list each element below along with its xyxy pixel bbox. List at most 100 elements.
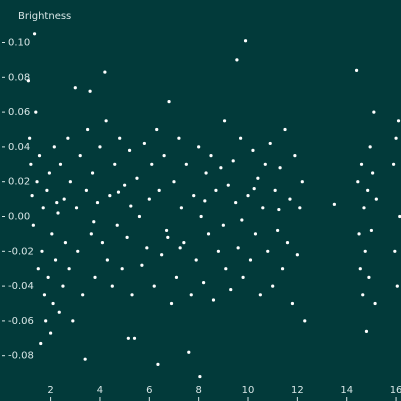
y-tick-label: 0.04	[8, 142, 30, 153]
point	[236, 246, 240, 250]
point	[204, 171, 208, 175]
point	[61, 284, 65, 288]
point	[120, 267, 124, 271]
point	[179, 206, 183, 210]
point	[76, 249, 80, 253]
point	[361, 293, 365, 297]
point	[110, 284, 114, 288]
point	[49, 331, 53, 335]
point	[156, 362, 160, 366]
point	[56, 211, 60, 215]
point	[391, 162, 396, 166]
point	[268, 141, 272, 146]
point	[276, 228, 280, 233]
point	[280, 267, 285, 271]
point	[123, 183, 127, 187]
point	[194, 258, 198, 262]
point	[182, 241, 186, 245]
point	[367, 275, 371, 279]
point	[53, 258, 58, 262]
point	[258, 293, 262, 297]
point	[366, 188, 370, 192]
point	[222, 119, 227, 123]
point	[30, 194, 34, 198]
point	[293, 154, 297, 158]
y-tick-label: 0.08	[8, 72, 30, 83]
point	[36, 267, 40, 271]
point	[332, 202, 336, 206]
point	[132, 336, 137, 340]
point	[115, 223, 119, 227]
point	[40, 249, 44, 253]
point	[354, 68, 359, 72]
point	[219, 166, 223, 170]
x-tick-label: 6	[146, 385, 152, 396]
x-tick-label: 14	[340, 385, 353, 396]
point	[235, 58, 239, 62]
point	[103, 70, 107, 74]
point	[63, 241, 68, 245]
point	[81, 293, 85, 297]
point	[83, 357, 87, 361]
point	[243, 39, 248, 43]
point	[74, 206, 79, 210]
point	[221, 223, 225, 227]
point	[78, 154, 82, 158]
point	[201, 281, 206, 285]
point	[157, 188, 161, 192]
point	[104, 119, 108, 123]
point	[211, 298, 216, 302]
point	[177, 136, 181, 140]
point	[152, 284, 156, 288]
point	[356, 180, 360, 184]
point	[46, 275, 50, 279]
point	[261, 206, 265, 210]
x-tick-label: 10	[242, 385, 255, 396]
point	[231, 159, 235, 163]
point	[105, 258, 109, 262]
point	[32, 32, 37, 36]
point	[92, 220, 96, 224]
point	[50, 232, 54, 236]
point	[278, 166, 282, 170]
point	[150, 162, 154, 166]
point	[253, 232, 258, 236]
point	[31, 223, 35, 227]
point	[84, 188, 88, 192]
point	[283, 127, 287, 132]
point	[372, 110, 376, 114]
y-tick-label: -0.06	[8, 316, 34, 327]
point	[300, 180, 304, 184]
point	[51, 301, 55, 306]
point	[209, 154, 213, 158]
point	[240, 218, 244, 222]
point	[273, 188, 277, 192]
point	[357, 232, 361, 236]
point	[266, 249, 270, 253]
point	[229, 287, 233, 292]
point	[100, 241, 105, 245]
point	[35, 180, 39, 184]
point	[192, 194, 196, 198]
point	[93, 275, 97, 279]
point	[52, 145, 56, 149]
point	[246, 194, 250, 198]
point	[184, 162, 188, 166]
point	[137, 214, 142, 219]
point	[189, 293, 193, 297]
point	[88, 89, 92, 93]
point	[116, 190, 121, 194]
point	[290, 301, 295, 306]
point	[285, 241, 290, 245]
y-tick-label: 0.10	[8, 38, 30, 49]
point	[203, 199, 207, 203]
point	[395, 284, 399, 288]
point	[68, 180, 72, 184]
point	[206, 232, 211, 236]
point	[251, 148, 255, 152]
point	[358, 267, 362, 271]
point	[172, 180, 176, 184]
point	[239, 136, 243, 140]
point	[140, 263, 144, 267]
point	[216, 249, 221, 253]
